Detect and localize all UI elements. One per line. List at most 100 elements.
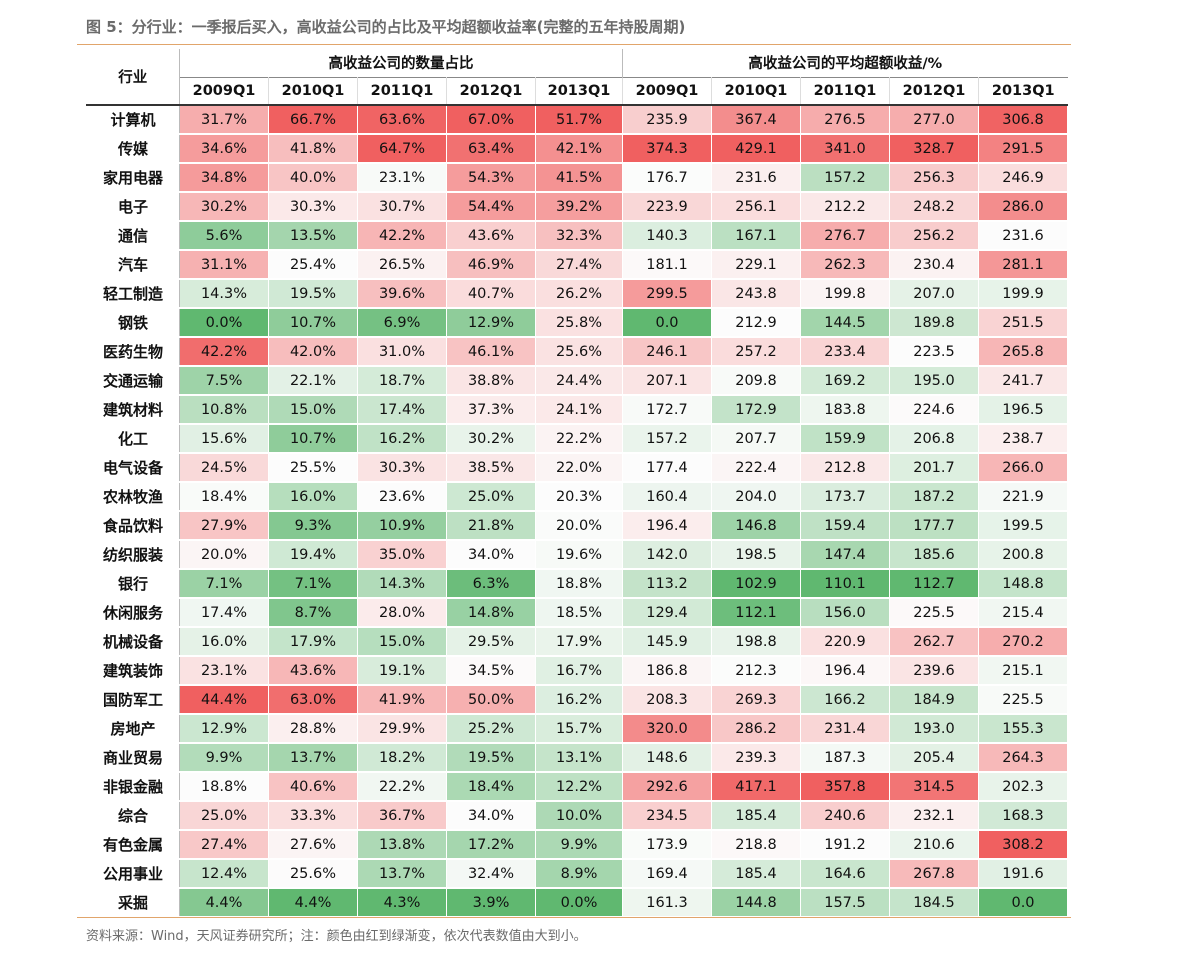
- excess-cell: 201.7: [889, 452, 979, 483]
- ratio-cell: 7.1%: [179, 568, 269, 599]
- ratio-cell: 31.0%: [357, 336, 447, 367]
- ratio-cell: 23.1%: [357, 162, 447, 193]
- excess-cell: 246.9: [978, 162, 1068, 193]
- excess-cell: 239.3: [711, 742, 801, 773]
- excess-cell: 148.6: [622, 742, 712, 773]
- excess-cell: 429.1: [711, 133, 801, 164]
- ratio-year-header: 2010Q1: [268, 77, 358, 105]
- ratio-cell: 63.4%: [446, 133, 536, 164]
- excess-cell: 212.8: [800, 452, 890, 483]
- ratio-cell: 25.0%: [446, 481, 536, 512]
- industry-cell: 传媒: [86, 133, 180, 164]
- ratio-cell: 17.4%: [357, 394, 447, 425]
- source-note: 资料来源：Wind，天风证券研究所；注：颜色由红到绿渐变，依次代表数值由大到小。: [86, 929, 587, 944]
- ratio-cell: 12.2%: [535, 771, 623, 802]
- excess-cell: 196.4: [622, 510, 712, 541]
- industry-cell: 建筑装饰: [86, 655, 180, 686]
- ratio-cell: 20.0%: [179, 539, 269, 570]
- industry-cell: 化工: [86, 423, 180, 454]
- ratio-year-header: 2009Q1: [179, 77, 269, 105]
- bottom-rule: [77, 917, 1071, 918]
- industry-cell: 计算机: [86, 104, 180, 135]
- industry-cell: 银行: [86, 568, 180, 599]
- ratio-cell: 4.4%: [268, 887, 358, 918]
- ratio-cell: 6.3%: [446, 568, 536, 599]
- excess-cell: 299.5: [622, 278, 712, 309]
- excess-cell: 248.2: [889, 191, 979, 222]
- ratio-cell: 28.8%: [268, 713, 358, 744]
- excess-cell: 266.0: [978, 452, 1068, 483]
- ratio-cell: 18.4%: [446, 771, 536, 802]
- excess-cell: 262.7: [889, 626, 979, 657]
- ratio-cell: 32.4%: [446, 858, 536, 889]
- excess-cell: 286.0: [978, 191, 1068, 222]
- ratio-cell: 4.3%: [357, 887, 447, 918]
- excess-cell: 205.4: [889, 742, 979, 773]
- ratio-cell: 18.5%: [535, 597, 623, 628]
- table-row: 汽车 31.1% 25.4% 26.5% 46.9% 27.4% 181.1 229.1 262…: [86, 249, 1068, 280]
- ratio-cell: 16.0%: [268, 481, 358, 512]
- excess-cell: 181.1: [622, 249, 712, 280]
- excess-cell: 113.2: [622, 568, 712, 599]
- industry-cell: 建筑材料: [86, 394, 180, 425]
- excess-cell: 155.3: [978, 713, 1068, 744]
- excess-cell: 264.3: [978, 742, 1068, 773]
- ratio-cell: 13.8%: [357, 829, 447, 860]
- ratio-cell: 64.7%: [357, 133, 447, 164]
- ratio-year-header: 2012Q1: [446, 77, 536, 105]
- table-row: 家用电器 34.8% 40.0% 23.1% 54.3% 41.5% 176.7 231.6 1…: [86, 162, 1068, 193]
- excess-cell: 157.2: [622, 423, 712, 454]
- excess-cell: 112.7: [889, 568, 979, 599]
- excess-cell: 207.0: [889, 278, 979, 309]
- ratio-group-header: 高收益公司的数量占比: [328, 56, 474, 73]
- excess-cell: 367.4: [711, 104, 801, 135]
- excess-cell: 215.1: [978, 655, 1068, 686]
- ratio-cell: 42.1%: [535, 133, 623, 164]
- excess-cell: 233.4: [800, 336, 890, 367]
- excess-cell: 210.6: [889, 829, 979, 860]
- ratio-cell: 10.0%: [535, 800, 623, 831]
- excess-cell: 173.7: [800, 481, 890, 512]
- excess-cell: 256.1: [711, 191, 801, 222]
- ratio-cell: 17.4%: [179, 597, 269, 628]
- excess-cell: 148.8: [978, 568, 1068, 599]
- excess-cell: 166.2: [800, 684, 890, 715]
- table-row: 房地产 12.9% 28.8% 29.9% 25.2% 15.7% 320.0 286.2 23…: [86, 713, 1068, 744]
- ratio-cell: 6.9%: [357, 307, 447, 338]
- ratio-cell: 21.8%: [446, 510, 536, 541]
- excess-cell: 196.5: [978, 394, 1068, 425]
- ratio-cell: 31.7%: [179, 104, 269, 135]
- ratio-year-header: 2013Q1: [535, 77, 623, 105]
- excess-cell: 320.0: [622, 713, 712, 744]
- industry-cell: 钢铁: [86, 307, 180, 338]
- industry-cell: 交通运输: [86, 365, 180, 396]
- excess-cell: 251.5: [978, 307, 1068, 338]
- industry-cell: 商业贸易: [86, 742, 180, 773]
- excess-cell: 159.9: [800, 423, 890, 454]
- table-row: 化工 15.6% 10.7% 16.2% 30.2% 22.2% 157.2 207.7 159…: [86, 423, 1068, 454]
- ratio-cell: 25.6%: [268, 858, 358, 889]
- excess-cell: 167.1: [711, 220, 801, 251]
- industry-cell: 家用电器: [86, 162, 180, 193]
- excess-cell: 221.9: [978, 481, 1068, 512]
- industry-cell: 纺织服装: [86, 539, 180, 570]
- table-row: 农林牧渔 18.4% 16.0% 23.6% 25.0% 20.3% 160.4 204.0 1…: [86, 481, 1068, 512]
- ratio-cell: 67.0%: [446, 104, 536, 135]
- excess-cell: 230.4: [889, 249, 979, 280]
- excess-cell: 238.7: [978, 423, 1068, 454]
- ratio-cell: 15.0%: [268, 394, 358, 425]
- excess-cell: 291.5: [978, 133, 1068, 164]
- industry-cell: 电子: [86, 191, 180, 222]
- excess-cell: 0.0: [622, 307, 712, 338]
- industry-cell: 电气设备: [86, 452, 180, 483]
- excess-year-header: 2011Q1: [800, 77, 890, 105]
- ratio-cell: 46.9%: [446, 249, 536, 280]
- ratio-cell: 63.0%: [268, 684, 358, 715]
- excess-cell: 225.5: [889, 597, 979, 628]
- ratio-cell: 20.3%: [535, 481, 623, 512]
- ratio-cell: 50.0%: [446, 684, 536, 715]
- excess-cell: 202.3: [978, 771, 1068, 802]
- ratio-cell: 9.9%: [179, 742, 269, 773]
- ratio-cell: 25.6%: [535, 336, 623, 367]
- excess-cell: 208.3: [622, 684, 712, 715]
